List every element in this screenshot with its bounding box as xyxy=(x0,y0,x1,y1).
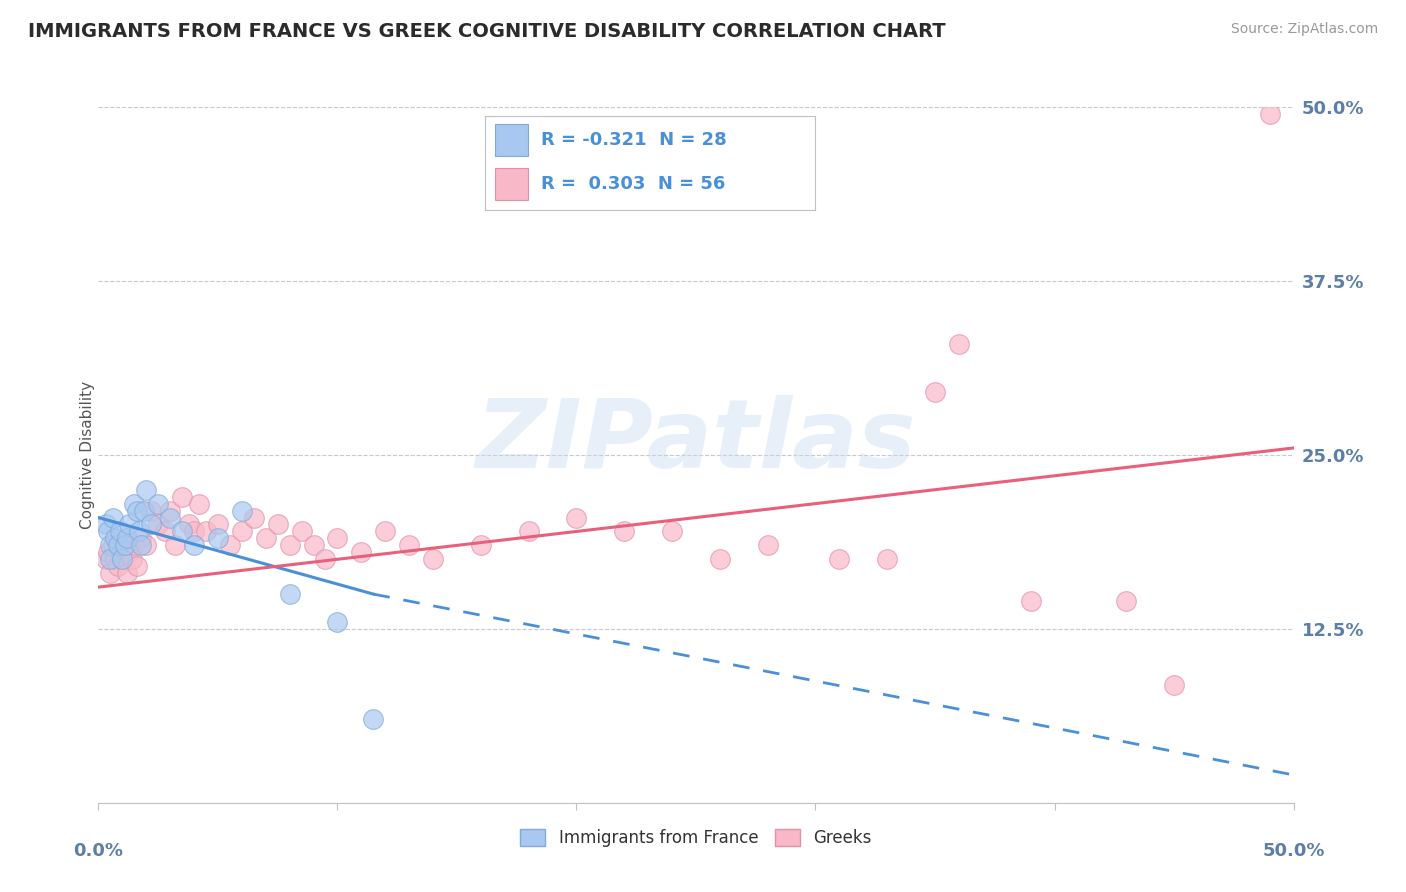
Point xyxy=(108,524,131,539)
Text: R = -0.321  N = 28: R = -0.321 N = 28 xyxy=(541,131,727,149)
Point xyxy=(267,517,290,532)
Point xyxy=(108,545,131,559)
Point xyxy=(94,517,117,532)
Point xyxy=(290,524,312,539)
Point xyxy=(231,503,253,517)
Point xyxy=(315,552,337,566)
Point xyxy=(101,510,124,524)
Point xyxy=(114,538,136,552)
Point xyxy=(111,552,134,566)
Point xyxy=(219,538,242,552)
Point xyxy=(115,532,138,546)
Y-axis label: Cognitive Disability: Cognitive Disability xyxy=(80,381,94,529)
Point xyxy=(131,532,153,546)
Text: Source: ZipAtlas.com: Source: ZipAtlas.com xyxy=(1230,22,1378,37)
Point xyxy=(876,552,898,566)
Point xyxy=(470,538,492,552)
Point xyxy=(398,538,420,552)
Point xyxy=(104,552,127,566)
Point xyxy=(172,490,194,504)
Point xyxy=(107,538,129,552)
Text: 0.0%: 0.0% xyxy=(73,842,124,860)
Point xyxy=(1019,594,1042,608)
Point xyxy=(125,503,148,517)
Point xyxy=(565,510,588,524)
Point xyxy=(135,483,157,497)
Point xyxy=(155,524,177,539)
Point xyxy=(98,566,122,581)
Point xyxy=(148,497,170,511)
Point xyxy=(231,524,253,539)
Point xyxy=(114,538,136,552)
Point xyxy=(139,503,162,517)
Point xyxy=(278,587,301,601)
Point xyxy=(278,538,301,552)
Text: R =  0.303  N = 56: R = 0.303 N = 56 xyxy=(541,176,725,194)
Point xyxy=(828,552,851,566)
Point xyxy=(350,545,373,559)
Point xyxy=(139,517,162,532)
Point xyxy=(207,532,229,546)
Point xyxy=(97,545,120,559)
Text: IMMIGRANTS FROM FRANCE VS GREEK COGNITIVE DISABILITY CORRELATION CHART: IMMIGRANTS FROM FRANCE VS GREEK COGNITIV… xyxy=(28,22,946,41)
Point xyxy=(254,532,277,546)
Point xyxy=(243,510,266,524)
Point xyxy=(183,524,205,539)
Point xyxy=(613,524,636,539)
Point xyxy=(104,532,127,546)
FancyBboxPatch shape xyxy=(495,124,529,156)
Point xyxy=(159,510,181,524)
Point xyxy=(135,538,157,552)
Point xyxy=(1163,677,1185,691)
Point xyxy=(111,552,134,566)
Point xyxy=(374,524,396,539)
Point xyxy=(148,517,170,532)
Point xyxy=(924,385,946,400)
Point xyxy=(98,552,122,566)
Point xyxy=(207,517,229,532)
Point xyxy=(172,524,194,539)
Point xyxy=(163,538,186,552)
Point xyxy=(187,497,209,511)
Point xyxy=(124,538,146,552)
Point xyxy=(107,559,129,574)
Point xyxy=(194,524,217,539)
Point xyxy=(132,503,155,517)
Point xyxy=(756,538,779,552)
Point xyxy=(125,559,148,574)
Point xyxy=(131,538,153,552)
Point xyxy=(118,545,141,559)
Point xyxy=(118,517,141,532)
Point xyxy=(1258,107,1281,121)
Point xyxy=(948,336,970,351)
Point xyxy=(128,524,150,539)
Point xyxy=(98,538,122,552)
Point xyxy=(101,538,124,552)
Point xyxy=(159,503,181,517)
Text: ZIPatlas: ZIPatlas xyxy=(475,394,917,488)
Point xyxy=(94,552,117,566)
Point xyxy=(1115,594,1137,608)
Point xyxy=(517,524,540,539)
Point xyxy=(326,615,349,629)
FancyBboxPatch shape xyxy=(495,169,529,201)
Point xyxy=(179,517,201,532)
Point xyxy=(422,552,444,566)
Point xyxy=(121,552,143,566)
Point xyxy=(302,538,325,552)
Point xyxy=(183,538,205,552)
Point xyxy=(709,552,731,566)
Point xyxy=(363,712,385,726)
Legend: Immigrants from France, Greeks: Immigrants from France, Greeks xyxy=(513,822,879,854)
Point xyxy=(115,566,138,581)
Point xyxy=(661,524,683,539)
Point xyxy=(97,524,120,539)
Text: 50.0%: 50.0% xyxy=(1263,842,1324,860)
Point xyxy=(326,532,349,546)
Point xyxy=(124,497,146,511)
